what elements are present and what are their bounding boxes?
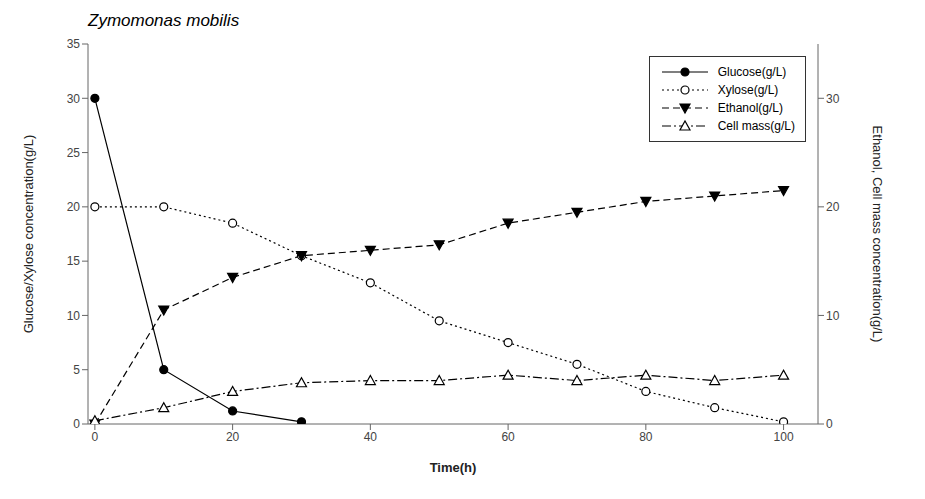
svg-text:20: 20 [826,200,840,214]
svg-text:80: 80 [639,430,653,444]
svg-text:40: 40 [364,430,378,444]
html-text:Ethanol(g/L): Ethanol(g/L) [717,101,783,115]
svg-text:20: 20 [226,430,240,444]
svg-text:0: 0 [92,430,99,444]
svg-text:15: 15 [67,254,81,268]
svg-text:0: 0 [826,417,833,431]
svg-text:30: 30 [67,92,81,106]
svg-text:0: 0 [73,417,80,431]
svg-text:30: 30 [826,92,840,106]
svg-text:5: 5 [73,363,80,377]
html-text:Zymomonas mobilis: Zymomonas mobilis [88,11,240,30]
svg-text:25: 25 [67,146,81,160]
svg-text:10: 10 [67,309,81,323]
svg-text:100: 100 [774,430,794,444]
html-text:Glucose(g/L): Glucose(g/L) [717,65,787,79]
svg-text:Glucose/Xylose concentration(g: Glucose/Xylose concentration(g/L) [21,135,36,334]
html-text:Cell mass(g/L): Cell mass(g/L) [717,119,795,133]
svg-text:Ethanol, Cell mass concentrati: Ethanol, Cell mass concentration(g/L) [870,126,885,343]
svg-text:60: 60 [501,430,515,444]
svg-text:35: 35 [67,37,81,51]
html-text:Xylose(g/L): Xylose(g/L) [717,83,779,97]
svg-text:20: 20 [67,200,81,214]
svg-text:10: 10 [826,309,840,323]
svg-text:Time(h): Time(h) [430,460,477,475]
